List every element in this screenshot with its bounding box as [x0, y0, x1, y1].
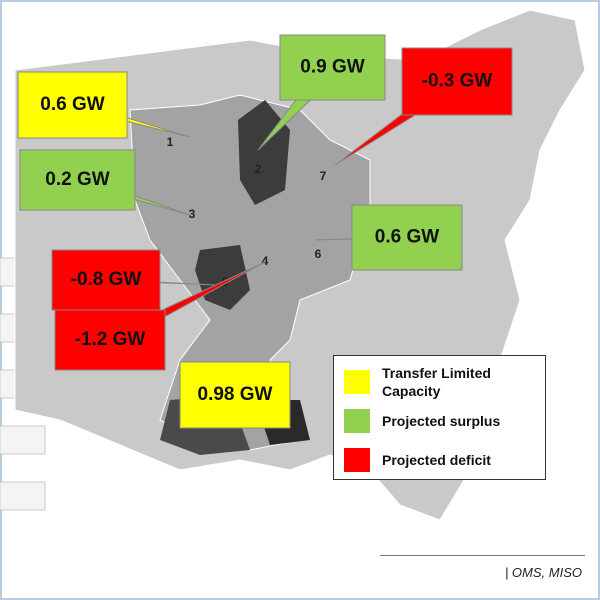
legend-item: Projected deficit — [344, 448, 522, 472]
callout: 0.98 GW — [179, 361, 291, 429]
callout-box — [279, 34, 386, 101]
source-rule — [380, 555, 585, 556]
callout-box — [51, 249, 161, 311]
callout: 0.2 GW — [19, 149, 191, 216]
zone-number: 4 — [262, 254, 269, 268]
zone-number: 1 — [167, 135, 174, 149]
zone-number: 7 — [320, 169, 327, 183]
legend: Transfer Limited Capacity Projected surpl… — [333, 355, 546, 480]
callout-label: 0.98 GW — [198, 384, 273, 405]
callout-label: 0.2 GW — [45, 169, 109, 190]
legend-swatch — [344, 448, 370, 472]
callout-label: -0.3 GW — [422, 71, 493, 92]
callout: 0.6 GW — [314, 204, 463, 271]
callout-label: 0.6 GW — [375, 227, 439, 248]
legend-item: Transfer Limited Capacity — [344, 364, 522, 400]
legend-swatch — [344, 370, 370, 394]
legend-swatch — [344, 409, 370, 433]
callout-box — [54, 309, 166, 371]
callout-label: -1.2 GW — [75, 329, 146, 350]
zone-number: 6 — [315, 247, 322, 261]
callout-box — [19, 149, 136, 211]
callout-label: 0.6 GW — [40, 94, 104, 115]
callout: 0.9 GW — [257, 34, 386, 151]
legend-label: Transfer Limited Capacity — [382, 365, 491, 399]
zone-number: 3 — [189, 207, 196, 221]
callout-box — [179, 361, 291, 429]
source: | OMS, MISO — [504, 565, 582, 580]
callout-label: -0.8 GW — [71, 269, 142, 290]
zone-number: 2 — [255, 162, 262, 176]
callout: -1.2 GW — [54, 261, 266, 371]
callout: 0.6 GW — [17, 71, 191, 139]
callout-label: 0.9 GW — [300, 57, 364, 78]
legend-item: Projected surplus — [344, 409, 522, 433]
callout: -0.3 GW — [334, 47, 513, 166]
legend-label: Projected surplus — [382, 413, 501, 429]
callout-box — [401, 47, 513, 116]
zone-5 — [195, 245, 250, 310]
legend-label: Projected deficit — [382, 452, 491, 468]
callout-box — [351, 204, 463, 271]
callout-box — [17, 71, 128, 139]
callout: -0.8 GW — [51, 249, 216, 311]
